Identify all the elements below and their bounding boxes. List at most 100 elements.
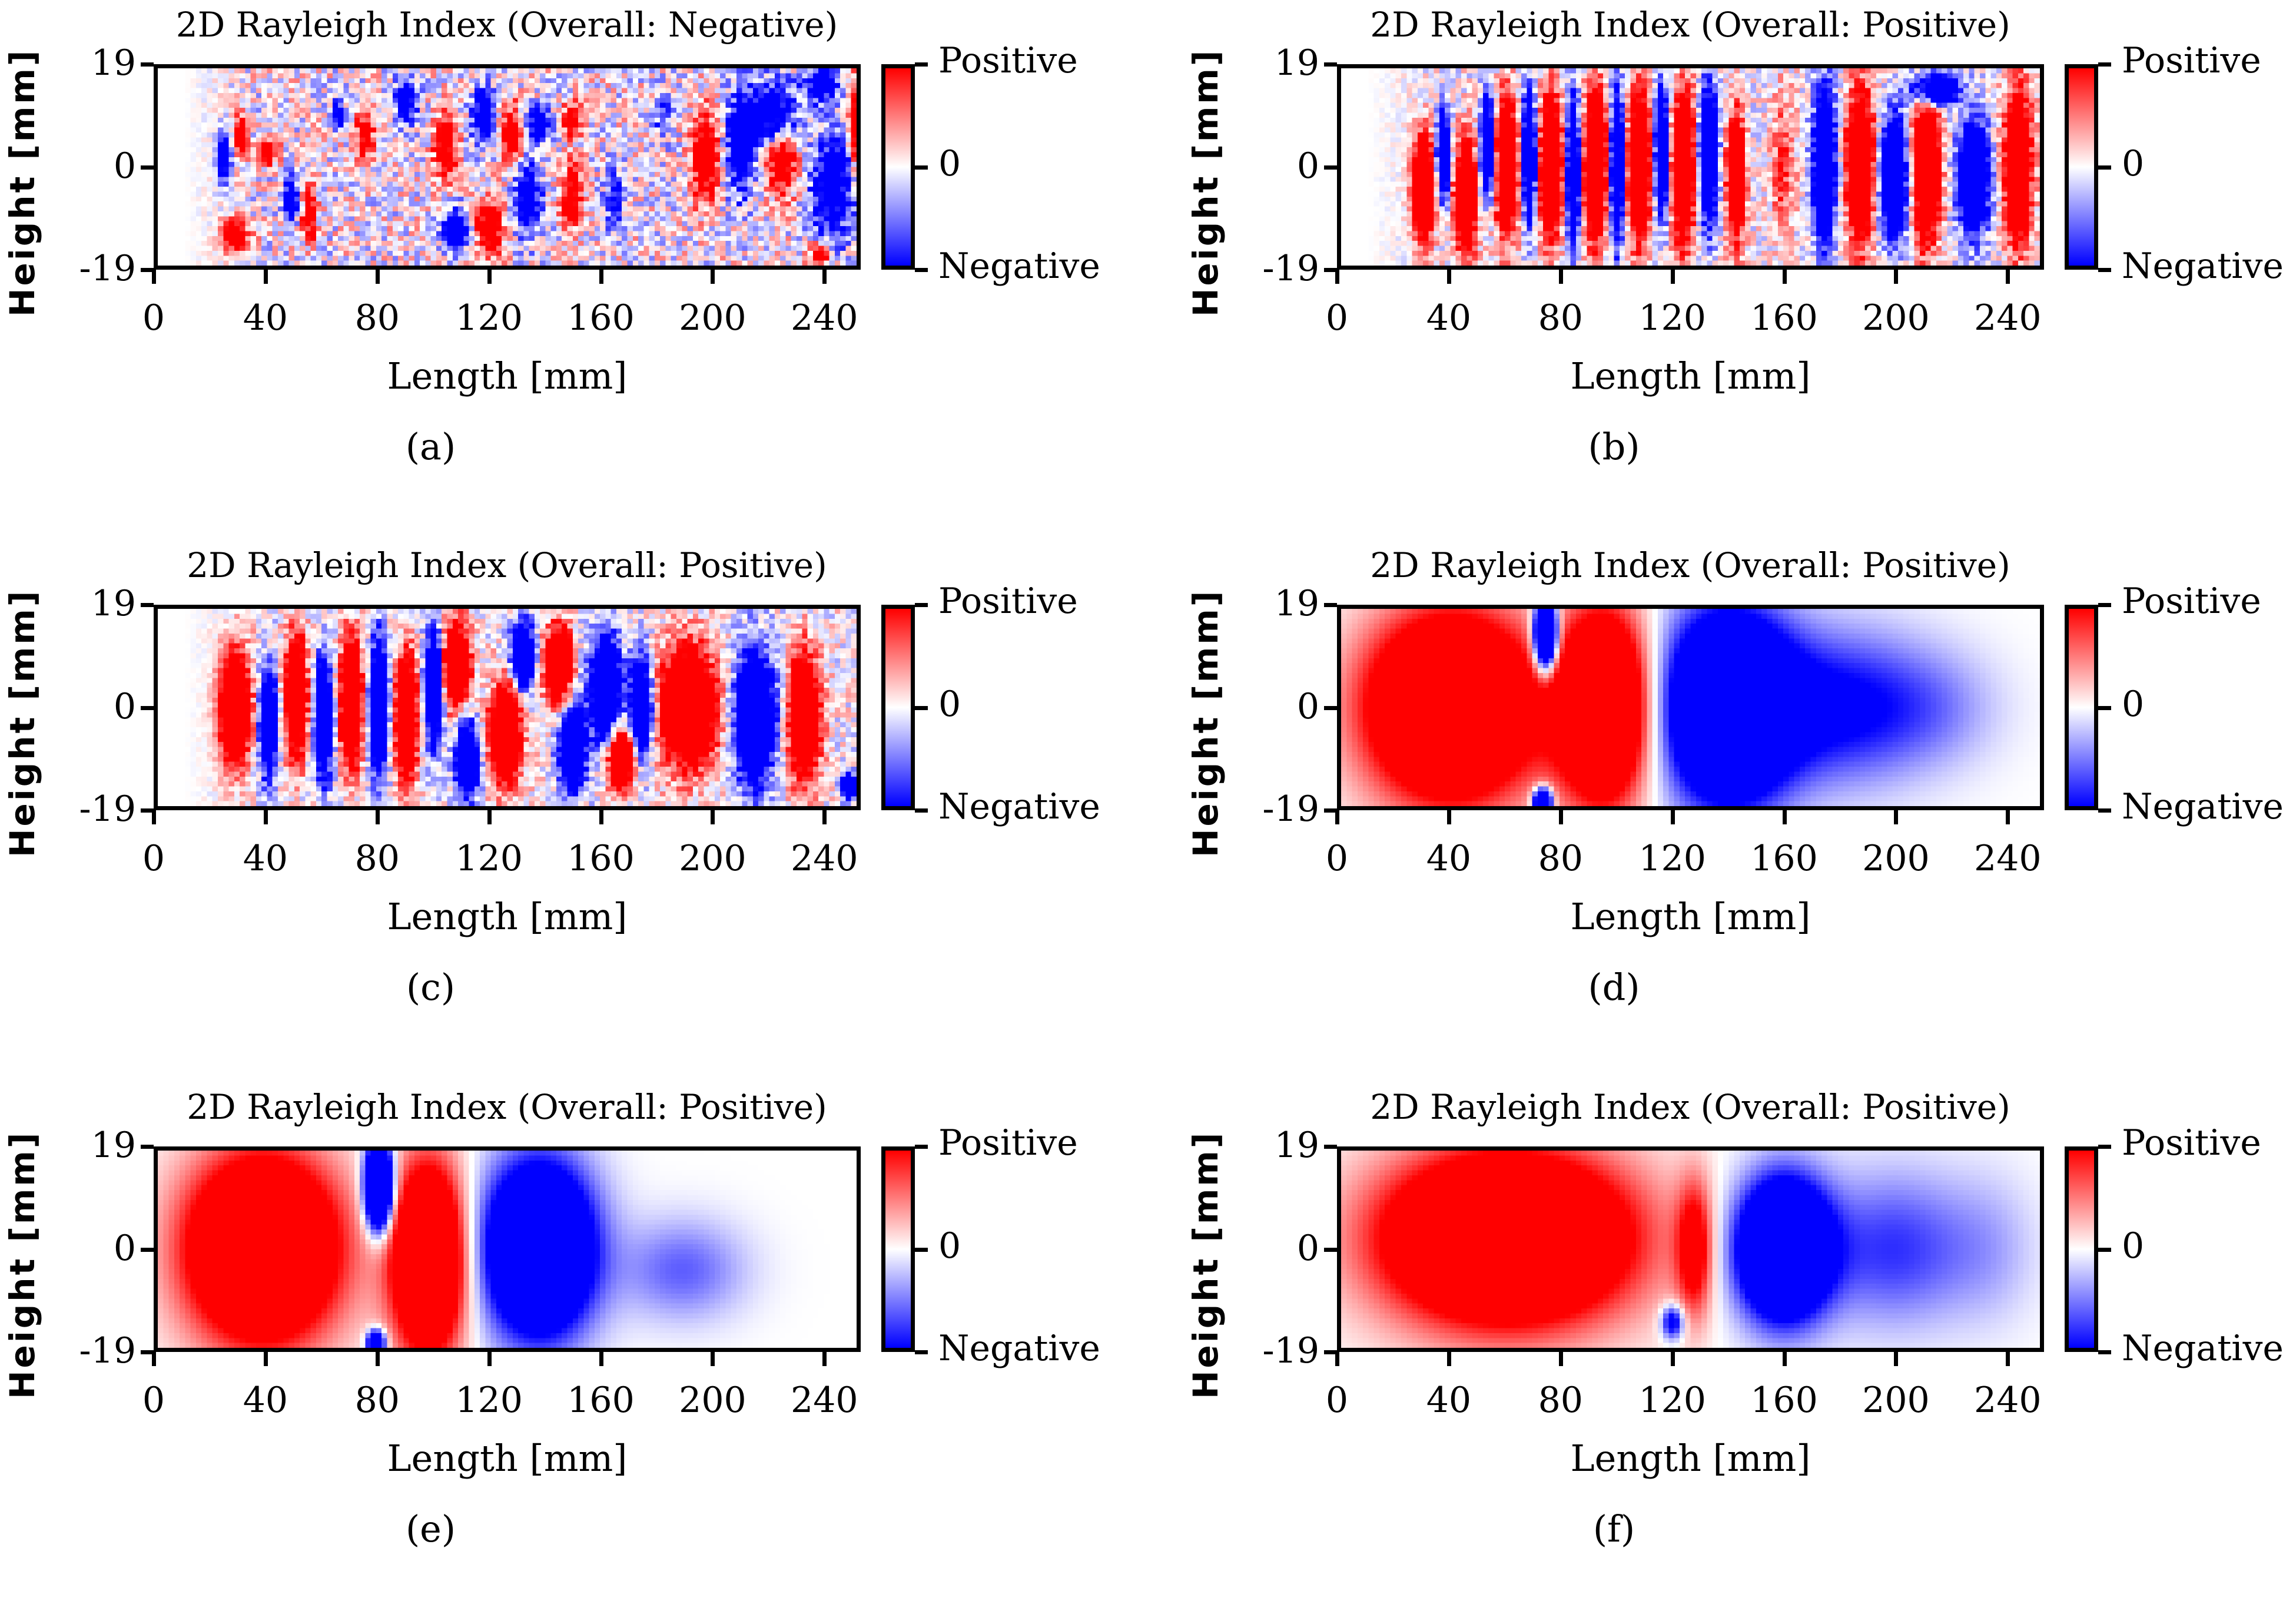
subfigure-caption: (e) [405, 1507, 456, 1550]
colorbar-tick [915, 603, 928, 607]
y-axis-label: Height [mm] [2, 48, 42, 317]
colorbar-tick [2098, 1350, 2111, 1354]
heatmap-plot-area [154, 64, 861, 270]
colorbar-tick [2098, 268, 2111, 272]
x-tick-label: 160 [1750, 838, 1818, 879]
plot-title: 2D Rayleigh Index (Overall: Positive) [1370, 545, 2010, 585]
colorbar-label-negative: Negative [2122, 786, 2284, 827]
y-axis-label: Height [mm] [2, 1130, 42, 1399]
y-axis-label: Height [mm] [2, 588, 42, 857]
x-tick-mark [1446, 1352, 1451, 1366]
y-tick-label: 0 [113, 1227, 136, 1269]
colorbar-tick [915, 1247, 928, 1252]
y-tick-label: -19 [1262, 788, 1319, 830]
x-tick-label: 160 [567, 1380, 635, 1421]
heatmap-plot-area [154, 605, 861, 810]
colorbar-label-negative: Negative [938, 786, 1100, 827]
heatmap-plot-area [154, 1146, 861, 1352]
colorbar-label-positive: Positive [2122, 40, 2261, 81]
x-tick-label: 160 [567, 838, 635, 879]
y-tick-mark [1324, 62, 1337, 67]
colorbar-label-positive: Positive [938, 40, 1078, 81]
x-tick-mark [822, 810, 827, 824]
y-tick-mark [1324, 1145, 1337, 1149]
x-tick-mark [1782, 270, 1787, 284]
x-tick-mark [2006, 1352, 2010, 1366]
x-tick-mark [822, 1352, 827, 1366]
y-tick-mark [1324, 603, 1337, 607]
x-tick-mark [1335, 1352, 1339, 1366]
x-tick-mark [152, 270, 156, 284]
colorbar-tick [915, 808, 928, 813]
x-tick-label: 120 [1638, 838, 1706, 879]
x-tick-mark [375, 270, 380, 284]
y-tick-mark [141, 62, 154, 67]
subplot-a: 2D Rayleigh Index (Overall: Negative) Hei… [0, 0, 1148, 542]
x-tick-label: 120 [455, 297, 523, 339]
x-tick-mark [263, 810, 268, 824]
y-tick-mark [141, 268, 154, 272]
x-tick-label: 80 [354, 1380, 400, 1421]
y-tick-label: 0 [1296, 685, 1319, 727]
y-tick-mark [1324, 1247, 1337, 1252]
x-tick-mark [711, 810, 715, 824]
colorbar-label-zero: 0 [2122, 142, 2145, 184]
x-tick-mark [1446, 810, 1451, 824]
x-tick-label: 40 [1426, 297, 1472, 339]
x-tick-label: 0 [142, 297, 165, 339]
heatmap-image [1341, 68, 2040, 266]
colorbar-label-positive: Positive [938, 1122, 1078, 1164]
colorbar [2065, 64, 2098, 270]
y-tick-mark [141, 1145, 154, 1149]
x-tick-label: 80 [354, 838, 400, 879]
x-tick-label: 200 [1862, 1380, 1930, 1421]
x-tick-mark [263, 1352, 268, 1366]
colorbar-label-negative: Negative [2122, 246, 2284, 287]
y-axis-label: Height [mm] [1186, 1130, 1226, 1399]
heatmap-plot-area [1337, 605, 2044, 810]
heatmap-image [158, 1151, 857, 1348]
x-tick-mark [1782, 1352, 1787, 1366]
plot-title: 2D Rayleigh Index (Overall: Positive) [1370, 5, 2010, 45]
x-tick-mark [1335, 810, 1339, 824]
colorbar-label-zero: 0 [938, 1225, 961, 1267]
x-tick-label: 40 [243, 297, 288, 339]
plot-title: 2D Rayleigh Index (Overall: Positive) [187, 545, 827, 585]
x-tick-mark [711, 270, 715, 284]
y-tick-mark [1324, 808, 1337, 813]
subfigure-caption: (d) [1588, 966, 1640, 1009]
x-tick-mark [487, 810, 492, 824]
x-tick-label: 0 [142, 1380, 165, 1421]
x-tick-mark [1558, 810, 1563, 824]
y-tick-label: 0 [1296, 145, 1319, 187]
x-tick-mark [1782, 810, 1787, 824]
y-tick-label: 19 [1274, 1125, 1319, 1166]
x-tick-mark [487, 1352, 492, 1366]
x-tick-label: 0 [1325, 297, 1349, 339]
colorbar-tick [2098, 603, 2111, 607]
x-tick-mark [599, 1352, 603, 1366]
x-tick-label: 120 [455, 838, 523, 879]
heatmap-image [1341, 609, 2040, 806]
plot-title: 2D Rayleigh Index (Overall: Negative) [175, 5, 838, 45]
heatmap-image [158, 609, 857, 806]
y-tick-mark [1324, 705, 1337, 710]
subplot-b: 2D Rayleigh Index (Overall: Positive) Hei… [1183, 0, 2296, 542]
y-tick-label: 19 [91, 42, 136, 84]
y-tick-mark [141, 165, 154, 170]
y-tick-label: -19 [79, 248, 136, 289]
y-axis-label: Height [mm] [1186, 588, 1226, 857]
plot-title: 2D Rayleigh Index (Overall: Positive) [1370, 1087, 2010, 1127]
colorbar-tick [915, 1145, 928, 1149]
x-tick-label: 200 [1862, 297, 1930, 339]
y-tick-mark [1324, 165, 1337, 170]
x-tick-label: 240 [1974, 838, 2042, 879]
x-tick-mark [1335, 270, 1339, 284]
x-tick-label: 0 [1325, 1380, 1349, 1421]
y-tick-mark [141, 705, 154, 710]
x-tick-label: 160 [1750, 297, 1818, 339]
x-tick-mark [2006, 270, 2010, 284]
colorbar-tick [2098, 705, 2111, 710]
x-tick-mark [1558, 1352, 1563, 1366]
subplot-f: 2D Rayleigh Index (Overall: Positive) Hei… [1183, 1082, 2296, 1624]
